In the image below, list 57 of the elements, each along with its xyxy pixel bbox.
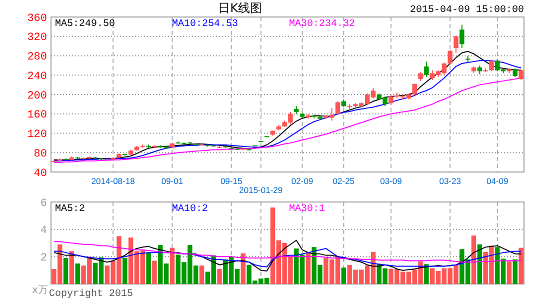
text: MA5:2	[55, 204, 86, 215]
x-tick-label: 02-09	[291, 176, 314, 186]
bar	[152, 260, 157, 284]
bar	[146, 252, 151, 284]
chart-title: 日K线图	[218, 1, 262, 15]
bar	[69, 251, 74, 284]
y-tick-label: 120	[27, 129, 47, 142]
text: MA30:234.32	[289, 19, 356, 30]
bar	[512, 259, 518, 284]
text: Copyright 2015	[49, 288, 134, 300]
candlestick	[454, 34, 458, 54]
y-tick-label: 80	[34, 148, 47, 160]
line-series	[53, 241, 522, 263]
x-tick-label: 09-15	[220, 176, 242, 186]
bar	[506, 261, 512, 284]
y-tick-label: 4	[40, 225, 48, 238]
y-tick-label: 360	[27, 12, 47, 25]
candlestick	[518, 68, 524, 80]
line-series	[53, 248, 522, 268]
candlestick	[335, 100, 340, 116]
x-tick-label: 09-01	[161, 176, 184, 186]
bar	[306, 252, 311, 284]
x-tick-label: 04-09	[486, 176, 509, 186]
candlestick	[489, 59, 494, 72]
y-tick-label: 6	[40, 198, 47, 210]
x-tick-label: 03-23	[439, 176, 462, 186]
candlestick	[448, 49, 452, 65]
bar	[75, 264, 80, 284]
bar	[217, 268, 222, 284]
text: 2015-04-09 15:00:00	[410, 5, 524, 16]
bar	[518, 248, 524, 284]
text: MA10:254.53	[172, 19, 238, 30]
text: MA30:1	[289, 204, 326, 215]
x-tick-label: 03-09	[380, 176, 402, 186]
line-series	[53, 240, 522, 272]
candlestick	[460, 24, 464, 48]
y-axis-title: x万	[32, 285, 48, 296]
bar	[341, 268, 346, 284]
y-tick-label: 2	[40, 252, 47, 265]
y-tick-label: 200	[27, 90, 47, 102]
y-tick-label: 240	[27, 70, 47, 83]
text: MA5:249.50	[55, 19, 116, 30]
text: MA10:2	[172, 204, 208, 215]
bar	[63, 258, 68, 284]
y-tick-label: 160	[27, 110, 47, 122]
y-tick-label: 320	[27, 32, 47, 44]
x-tick-label: 02-25	[332, 176, 355, 186]
bar	[424, 264, 429, 284]
candlestick	[388, 94, 394, 106]
x-tick-label: 2015-01-29	[239, 185, 283, 195]
y-tick-label: 280	[27, 52, 47, 64]
candlestick	[424, 61, 429, 78]
y-tick-label: 40	[34, 168, 47, 180]
x-tick-label: 2014-08-18	[91, 176, 136, 186]
bar	[199, 266, 204, 284]
bar	[122, 258, 128, 284]
bar	[170, 248, 175, 284]
